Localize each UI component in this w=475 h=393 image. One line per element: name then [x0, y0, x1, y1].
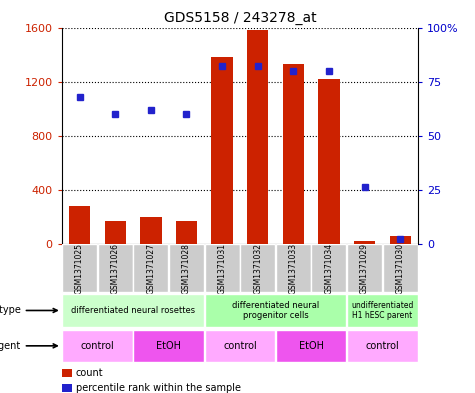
- Bar: [383, 244, 418, 292]
- Bar: [347, 330, 418, 362]
- Text: count: count: [76, 368, 104, 378]
- Text: GSM1371031: GSM1371031: [218, 243, 227, 294]
- Bar: [176, 221, 197, 244]
- Bar: [169, 244, 204, 292]
- Text: GSM1371033: GSM1371033: [289, 242, 298, 294]
- Bar: [205, 330, 275, 362]
- Text: control: control: [365, 341, 399, 351]
- Text: undifferentiated
H1 hESC parent: undifferentiated H1 hESC parent: [351, 301, 414, 320]
- Text: differentiated neural rosettes: differentiated neural rosettes: [71, 306, 195, 315]
- Bar: [205, 244, 239, 292]
- Text: EtOH: EtOH: [299, 341, 323, 351]
- Bar: [283, 64, 304, 244]
- Bar: [347, 244, 382, 292]
- Bar: [62, 244, 97, 292]
- Text: GSM1371034: GSM1371034: [324, 242, 333, 294]
- Text: GSM1371029: GSM1371029: [360, 243, 369, 294]
- Bar: [205, 294, 346, 327]
- Text: control: control: [223, 341, 257, 351]
- Bar: [211, 57, 233, 244]
- Text: GSM1371030: GSM1371030: [396, 242, 405, 294]
- Text: GSM1371028: GSM1371028: [182, 243, 191, 294]
- Bar: [98, 244, 133, 292]
- Bar: [104, 221, 126, 244]
- Bar: [140, 217, 162, 244]
- Text: cell type: cell type: [0, 305, 57, 316]
- Bar: [247, 30, 268, 244]
- Text: GSM1371027: GSM1371027: [146, 243, 155, 294]
- Text: percentile rank within the sample: percentile rank within the sample: [76, 383, 241, 393]
- Bar: [133, 330, 204, 362]
- Bar: [318, 79, 340, 244]
- Bar: [276, 330, 346, 362]
- Text: GSM1371026: GSM1371026: [111, 243, 120, 294]
- Text: agent: agent: [0, 341, 57, 351]
- Text: control: control: [80, 341, 114, 351]
- Bar: [133, 244, 168, 292]
- Bar: [347, 294, 418, 327]
- Text: GSM1371032: GSM1371032: [253, 243, 262, 294]
- Bar: [390, 235, 411, 244]
- Text: EtOH: EtOH: [156, 341, 181, 351]
- Bar: [312, 244, 346, 292]
- Text: differentiated neural
progenitor cells: differentiated neural progenitor cells: [232, 301, 319, 320]
- Title: GDS5158 / 243278_at: GDS5158 / 243278_at: [163, 11, 316, 25]
- Bar: [62, 330, 133, 362]
- Bar: [62, 294, 204, 327]
- Text: GSM1371025: GSM1371025: [75, 243, 84, 294]
- Bar: [240, 244, 275, 292]
- Bar: [354, 241, 375, 244]
- Bar: [276, 244, 311, 292]
- Bar: [69, 206, 90, 244]
